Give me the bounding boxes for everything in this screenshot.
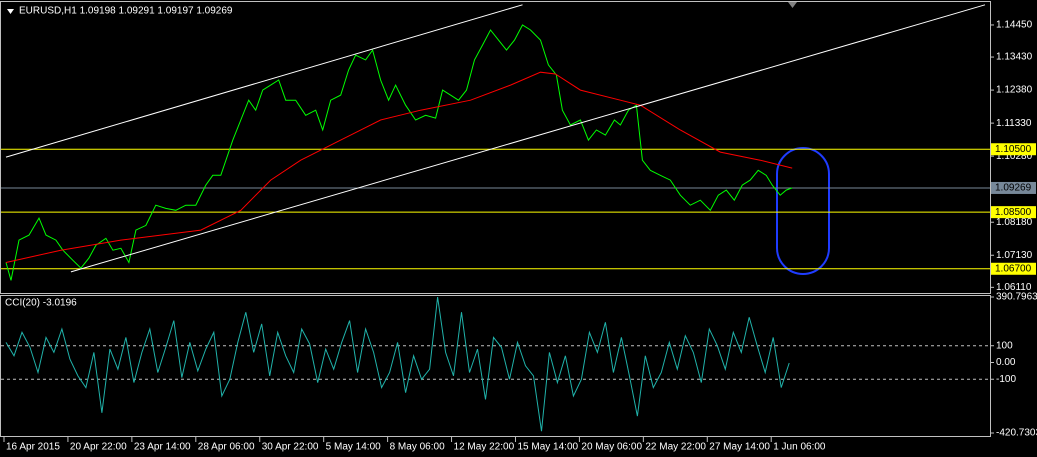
y-tick-label: 1.12380 bbox=[996, 85, 1033, 96]
series-line bbox=[5, 4, 523, 158]
price-label-box bbox=[991, 262, 1036, 275]
price-label-box bbox=[991, 143, 1036, 156]
chart-shift-marker[interactable] bbox=[788, 2, 797, 8]
cci-panel-frame bbox=[0, 295, 991, 437]
x-tick-label: 23 Apr 14:00 bbox=[134, 442, 191, 453]
series-line bbox=[70, 4, 986, 273]
series-line bbox=[5, 71, 793, 263]
y-tick-label: 100 bbox=[996, 340, 1013, 351]
y-tick-label: -100 bbox=[996, 374, 1016, 385]
y-tick-label: 1.13430 bbox=[996, 52, 1033, 63]
x-tick-label: 20 Apr 22:00 bbox=[70, 442, 127, 453]
x-tick-label: 16 Apr 2015 bbox=[6, 442, 60, 453]
x-tick-label: 28 Apr 06:00 bbox=[198, 442, 255, 453]
y-tick-label: 1.07130 bbox=[996, 250, 1033, 261]
x-tick-label: 27 May 14:00 bbox=[709, 442, 770, 453]
price-panel-frame bbox=[0, 1, 991, 294]
y-tick-label: 1.06110 bbox=[996, 282, 1032, 293]
x-tick-label: 8 May 06:00 bbox=[390, 442, 445, 453]
x-tick-label: 5 May 14:00 bbox=[326, 442, 381, 453]
y-tick-label: 0.00 bbox=[996, 357, 1016, 368]
panel-title: EURUSD,H1 1.09198 1.09291 1.09197 1.0926… bbox=[19, 6, 233, 17]
price-label: 1.08500 bbox=[995, 207, 1032, 218]
y-tick-label: 1.14450 bbox=[996, 20, 1033, 31]
price-label-box bbox=[991, 181, 1036, 194]
price-label: 1.10500 bbox=[995, 144, 1032, 155]
x-tick-label: 20 May 06:00 bbox=[581, 442, 642, 453]
x-tick-label: 30 Apr 22:00 bbox=[262, 442, 319, 453]
price-label-box bbox=[991, 206, 1036, 219]
x-tick-label: 15 May 14:00 bbox=[517, 442, 578, 453]
y-tick-label: 1.08180 bbox=[996, 217, 1033, 228]
price-label: 1.09269 bbox=[995, 183, 1032, 194]
x-tick-label: 22 May 22:00 bbox=[645, 442, 706, 453]
series-line bbox=[5, 297, 790, 432]
symbol-menu-icon[interactable] bbox=[7, 9, 14, 14]
panel-title: CCI(20) -3.0196 bbox=[5, 298, 77, 309]
y-tick-label: 390.7963 bbox=[996, 292, 1037, 303]
y-tick-label: -420.7303 bbox=[996, 428, 1037, 439]
plot-layer: 1.14450 1.13430 1.12380 1.11330 1.10280 1.081… bbox=[1, 4, 1037, 453]
y-tick-label: 1.10280 bbox=[996, 151, 1033, 162]
highlight-ellipse bbox=[776, 147, 830, 275]
x-tick-label: 12 May 22:00 bbox=[454, 442, 515, 453]
series-line bbox=[5, 24, 793, 281]
price-label: 1.06700 bbox=[995, 263, 1032, 274]
x-tick-label: 1 Jun 06:00 bbox=[773, 442, 826, 453]
y-tick-label: 1.11330 bbox=[996, 118, 1032, 129]
